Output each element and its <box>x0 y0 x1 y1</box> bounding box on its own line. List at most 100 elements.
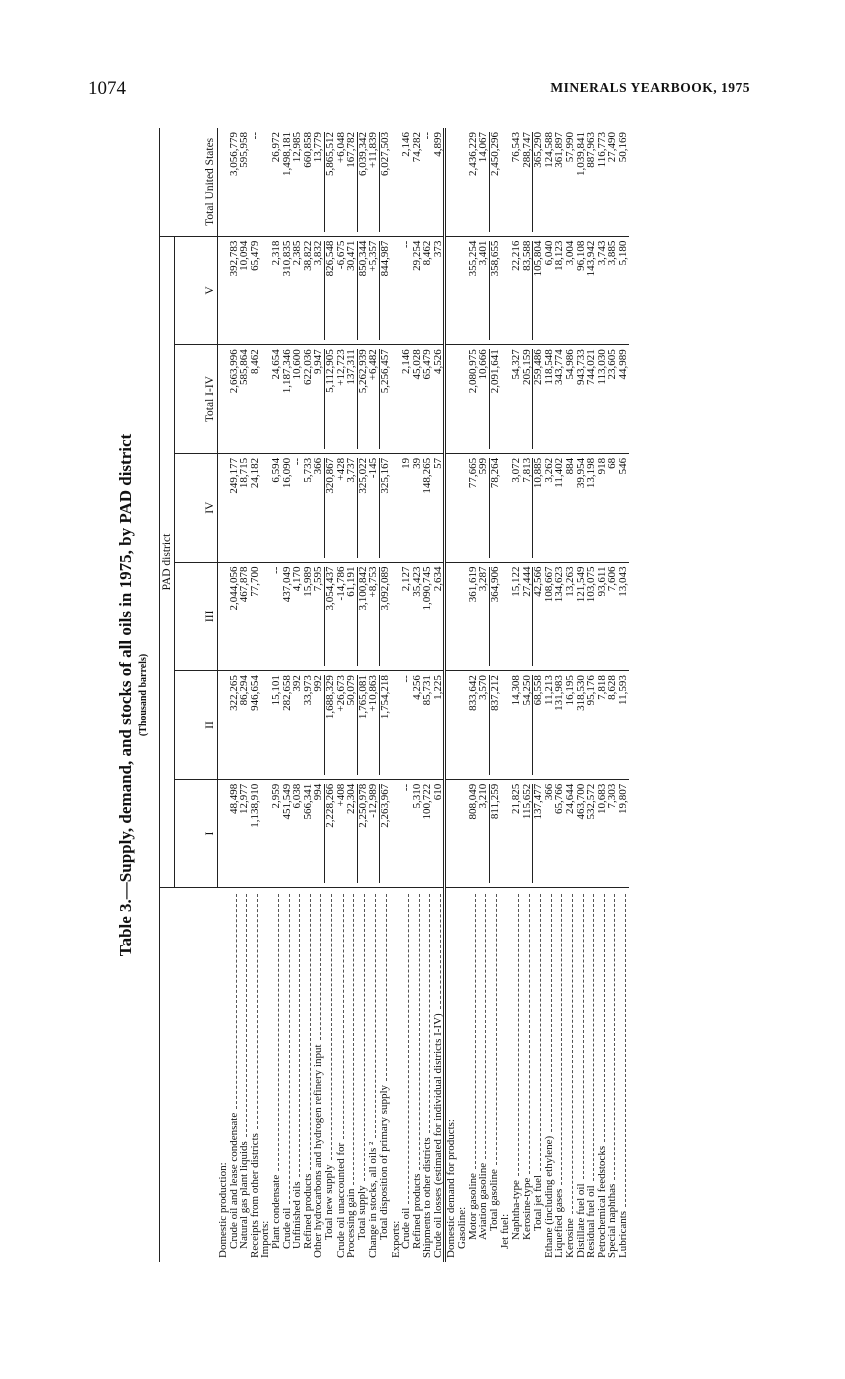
table-row: Lubricants 19,807 11,593 13,043 546 44,989 5,1… <box>616 128 629 1262</box>
value-cell: 1,225 <box>431 670 445 780</box>
row-label-cell: Liquefied gases <box>553 888 565 1262</box>
leader-dots <box>496 894 498 1166</box>
value-cell: 918 <box>596 453 608 563</box>
cell-value: 7,595 <box>312 566 325 592</box>
value-cell: 50,079 <box>345 670 357 780</box>
value-cell: 50,169 <box>617 128 629 237</box>
value-cell: 74,282 <box>411 128 423 237</box>
cell-value: 83,588 <box>520 240 533 271</box>
cell-value: 205,159 <box>520 349 533 386</box>
row-label-cell: Total disposition of primary supply <box>378 888 391 1262</box>
label-wrap: Receipts from other districts <box>249 892 261 1258</box>
rotated-table-block: Table 3.—Supply, demand, and stocks of a… <box>108 128 802 1262</box>
value-cell: +10,863 <box>367 670 379 780</box>
row-label-cell: Receipts from other districts <box>249 888 261 1262</box>
cell-value: 3,210 <box>477 783 490 809</box>
value-cell: 811,259 <box>488 779 501 888</box>
cell-value: 364,906 <box>488 566 501 667</box>
value-cell: 13,043 <box>617 562 629 671</box>
leader-dots <box>386 894 388 1081</box>
value-cell: 9,947 <box>312 344 324 454</box>
cell-value: +11,839 <box>367 132 380 169</box>
cell-value: 1,754,218 <box>378 675 391 775</box>
cell-value: 7,813 <box>520 457 533 483</box>
value-cell: 946,654 <box>249 670 261 780</box>
cell-value: 599 <box>477 457 490 475</box>
cell-value: 24,182 <box>248 457 261 489</box>
table-row: Crude oil losses (estimated for individu… <box>431 128 445 1262</box>
cell-value: -145 <box>367 457 380 479</box>
value-cell: 4,899 <box>432 128 445 237</box>
cell-value: 811,259 <box>488 783 501 884</box>
row-label: Other hydrocarbons and hydrogen refinery… <box>312 1044 325 1258</box>
cell-value: 373 <box>431 240 444 258</box>
cell-value: +6,482 <box>367 349 380 381</box>
table-row: Processing gain 22,304 50,079 61,191 3,737 13… <box>345 128 358 1262</box>
cell-value: 610 <box>431 783 444 801</box>
running-title: MINERALS YEARBOOK, 1975 <box>550 80 750 95</box>
table-unit: (Thousand barrels) <box>138 653 149 737</box>
value-cell: 3,832 <box>312 236 324 345</box>
cell-value: 27,444 <box>520 566 533 597</box>
row-label: Total jet fuel <box>531 1174 544 1231</box>
value-cell: +6,482 <box>367 344 380 454</box>
cell-value: 44,989 <box>616 349 629 380</box>
row-label: Lubricants <box>616 1210 629 1258</box>
row-label-cell: Total gasoline <box>488 888 501 1262</box>
row-label-cell: Aviation gasoline <box>477 888 489 1262</box>
leader-dots <box>320 894 322 1041</box>
cell-value: 1,225 <box>431 675 444 700</box>
value-cell: 137,311 <box>345 344 357 454</box>
label-wrap: Aviation gasoline <box>477 892 489 1258</box>
label-wrap: Change in stocks, all oils ² <box>367 892 379 1258</box>
value-cell: 19,807 <box>616 779 629 888</box>
value-cell: 78,264 <box>488 453 501 563</box>
row-label-cell: Other hydrocarbons and hydrogen refinery… <box>312 888 325 1262</box>
table-row: Kerosine-type 115,652 54,250 27,444 7,813 205… <box>520 128 533 1262</box>
leader-dots <box>375 894 377 1138</box>
value-cell: 3,210 <box>477 779 490 888</box>
column-header: III <box>174 562 218 671</box>
cell-value: 3,737 <box>345 457 358 483</box>
leader-dots <box>342 894 344 1139</box>
row-label: Processing gain <box>345 1188 358 1258</box>
leader-dots <box>408 894 410 1204</box>
cell-value: 65,479 <box>248 240 261 271</box>
value-cell: 65,479 <box>248 236 261 345</box>
row-label-cell: Lubricants <box>616 888 629 1262</box>
table-row: Other hydrocarbons and hydrogen refinery… <box>312 128 325 1262</box>
leader-dots <box>288 894 290 1204</box>
value-cell <box>390 670 402 780</box>
value-cell: 10,666 <box>477 344 489 454</box>
value-cell: 115,652 <box>521 779 533 888</box>
cell-value: 30,471 <box>345 240 358 271</box>
cell-value: -12,989 <box>367 783 380 818</box>
value-cell <box>444 236 458 345</box>
label-wrap: Total new supply <box>323 892 335 1258</box>
value-cell: 546 <box>617 453 629 563</box>
cell-value: 19,807 <box>616 783 629 815</box>
label-wrap: Exports: <box>390 892 402 1258</box>
cell-value: 3,570 <box>477 675 490 700</box>
label-wrap: Special naphthas <box>606 892 618 1258</box>
value-cell: 288,747 <box>521 128 533 237</box>
row-label-cell: Crude oil losses (estimated for individu… <box>432 888 445 1262</box>
value-cell: 3,092,089 <box>378 562 391 671</box>
cell-value: 6,027,503 <box>378 132 391 232</box>
value-cell: -- <box>249 128 261 237</box>
cell-value: 13,779 <box>312 132 325 163</box>
row-label-cell: Total new supply <box>323 888 336 1262</box>
cell-value: 5,256,457 <box>378 349 391 449</box>
value-cell <box>444 670 458 780</box>
row-label-cell: Special naphthas <box>606 888 618 1262</box>
value-cell: -145 <box>367 453 380 563</box>
value-cell: 3,737 <box>345 453 358 563</box>
column-header: V <box>174 236 218 345</box>
leader-dots <box>364 894 366 1182</box>
value-cell: 3,401 <box>477 236 489 345</box>
table-row: Domestic demand for products: <box>444 128 458 1262</box>
cell-value: 1,138,910 <box>248 783 261 828</box>
label-wrap: Kerosine-type <box>521 892 533 1258</box>
value-cell: 4,526 <box>432 344 445 454</box>
